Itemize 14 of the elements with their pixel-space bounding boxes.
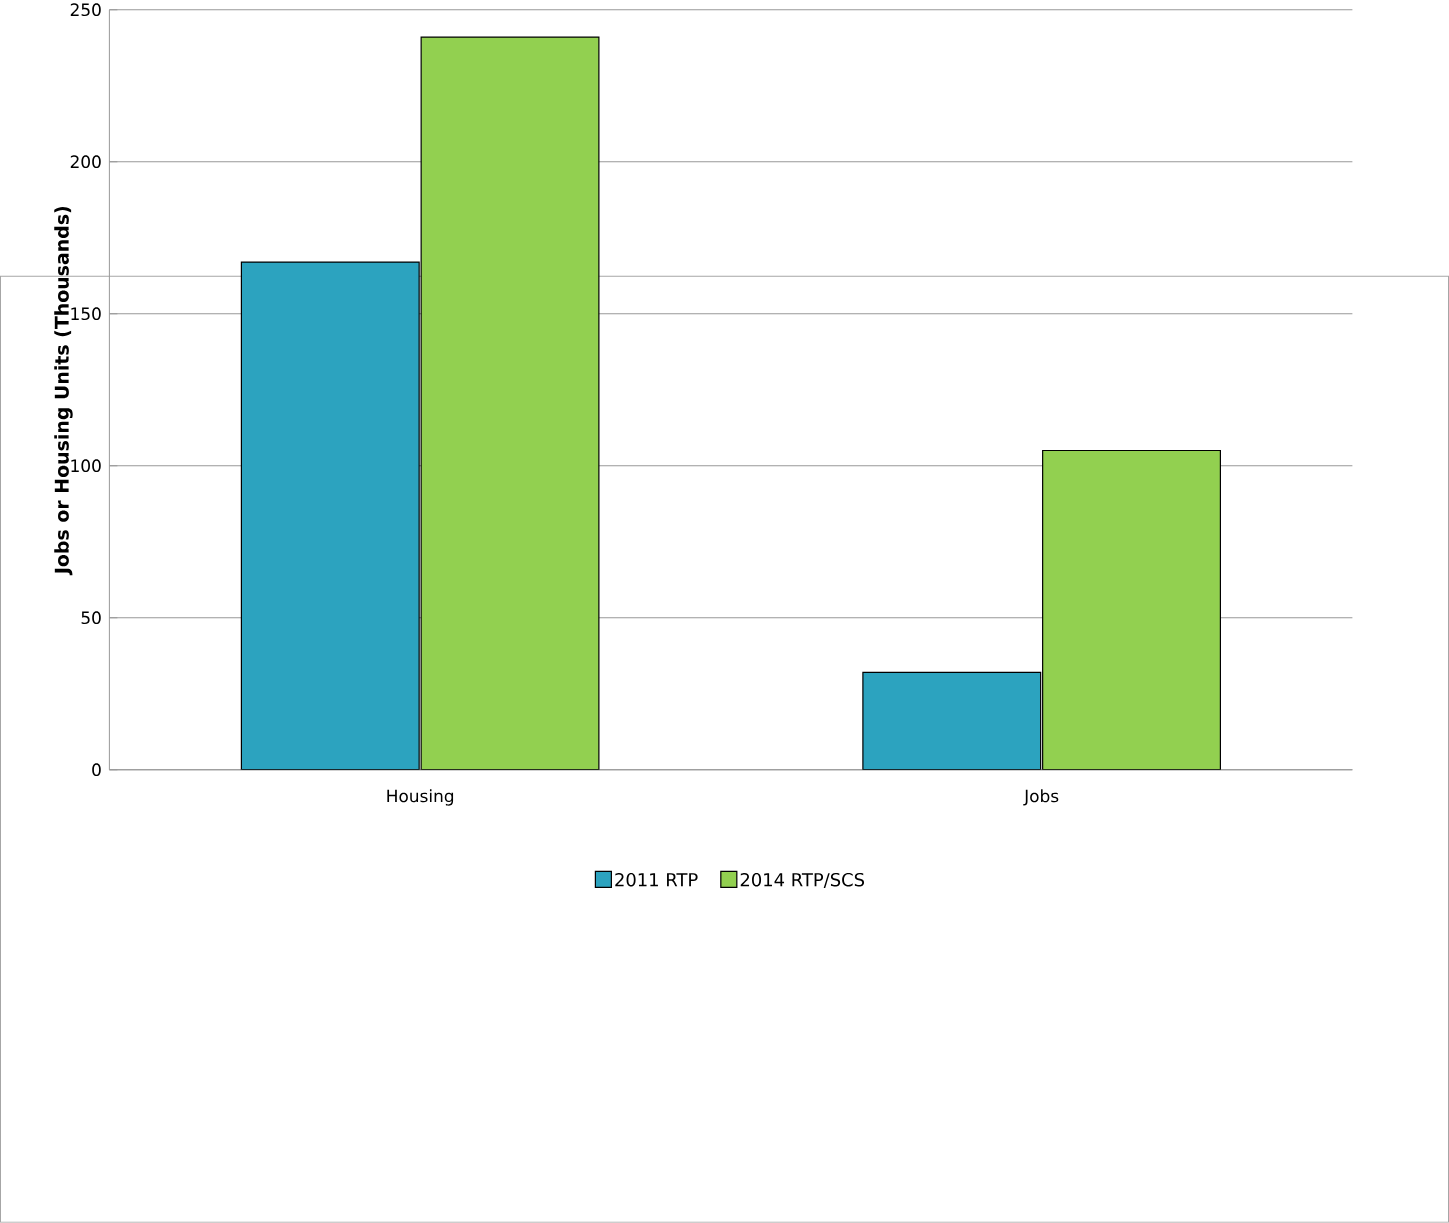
x-tick-label: Jobs	[1023, 789, 1059, 806]
y-tick-label: 0	[92, 763, 101, 777]
legend-label: 2011 RTP	[615, 873, 698, 887]
bar	[240, 261, 420, 770]
bar	[1042, 450, 1221, 770]
y-tick-label: 100	[71, 459, 101, 473]
bar	[420, 36, 600, 770]
y-tick-label: 150	[71, 307, 101, 321]
y-tick-label: 250	[70, 3, 101, 17]
bar	[862, 672, 1042, 770]
y-tick-label: 200	[70, 155, 101, 169]
y-tick-label: 50	[81, 611, 101, 625]
legend-label: 2014 RTP/SCS	[740, 873, 865, 889]
x-tick-label: Housing	[387, 789, 454, 806]
